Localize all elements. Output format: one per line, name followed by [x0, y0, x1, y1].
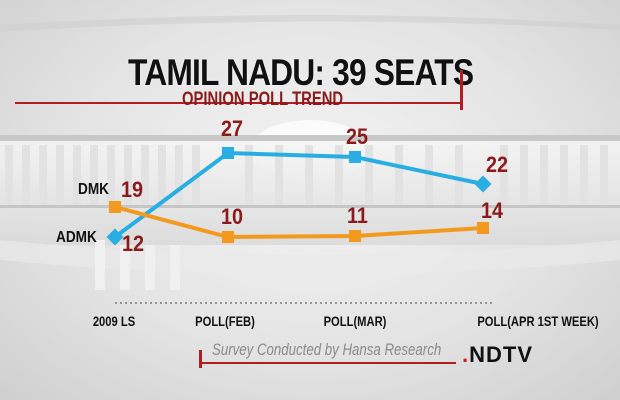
credit-start-tick [199, 350, 202, 368]
dmk-marker-apr [477, 222, 489, 234]
admk-series-label: ADMK [56, 229, 97, 246]
x-tick-label-feb: POLL(FEB) [195, 313, 255, 329]
dmk-marker-mar [349, 230, 361, 242]
admk-marker-mar [349, 151, 361, 163]
chart-subtitle: OPINION POLL TREND [182, 89, 344, 110]
dmk-marker-feb [222, 231, 234, 243]
arch-decoration [95, 240, 180, 290]
dmk-value-mar: 11 [347, 203, 368, 228]
title-underline-rule [15, 102, 461, 104]
logo-dot-icon: . [462, 342, 470, 367]
x-tick-label-apr: POLL(APR 1ST WEEK) [477, 313, 599, 329]
admk-line [113, 150, 484, 239]
admk-marker-apr [474, 175, 492, 193]
admk-value-mar: 25 [346, 124, 369, 149]
title-end-tick [460, 70, 463, 110]
admk-marker-feb [222, 147, 234, 159]
ndtv-logo: .NDTV [462, 342, 533, 368]
admk-value-apr: 22 [486, 152, 509, 177]
dmk-line [114, 205, 484, 240]
admk-marker-2009 [106, 228, 124, 246]
dmk-value-apr: 14 [481, 198, 504, 223]
admk-value-feb: 27 [221, 116, 244, 141]
chart-title: TAMIL NADU: 39 SEATS [128, 52, 474, 93]
dmk-series-label: DMK [78, 181, 109, 198]
dmk-value-feb: 10 [221, 204, 244, 229]
dmk-value-2009: 19 [121, 177, 144, 202]
credit-underline-rule [200, 362, 456, 364]
x-tick-label-mar: POLL(MAR) [323, 313, 387, 329]
source-credit: Survey Conducted by Hansa Research [212, 340, 442, 359]
dmk-marker-2009 [109, 201, 121, 213]
admk-value-2009: 12 [122, 231, 145, 256]
x-tick-label-2009: 2009 LS [92, 313, 136, 329]
ndtv-logo-text: NDTV [469, 342, 534, 367]
